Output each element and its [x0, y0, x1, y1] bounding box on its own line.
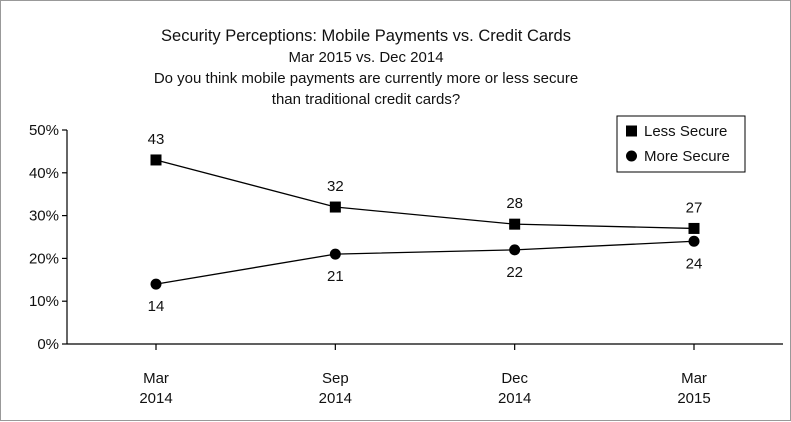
data-point-less-secure	[509, 218, 521, 230]
x-tick-label: Mar	[681, 370, 707, 387]
data-point-more-secure	[329, 248, 341, 260]
legend-label: More Secure	[644, 148, 730, 165]
x-tick-label: 2014	[319, 390, 352, 407]
y-tick-label: 40%	[29, 165, 59, 182]
series-line-0	[155, 159, 695, 230]
data-label-less-secure: 28	[506, 195, 523, 212]
x-tick-label: Mar	[143, 370, 169, 387]
y-tick-label: 10%	[29, 293, 59, 310]
chart-titles: Security Perceptions: Mobile Payments vs…	[1, 25, 731, 110]
data-point-less-secure	[150, 154, 162, 166]
y-tick-label: 0%	[37, 336, 59, 353]
data-point-less-secure	[688, 222, 700, 234]
data-label-less-secure: 27	[686, 199, 703, 216]
legend-label: Less Secure	[644, 123, 727, 140]
data-label-more-secure: 14	[148, 298, 165, 315]
legend-box	[616, 115, 746, 173]
series-line-1	[155, 240, 695, 285]
data-label-more-secure: 21	[327, 268, 344, 285]
data-point-less-secure	[329, 201, 341, 213]
chart-question-line-1: Do you think mobile payments are current…	[153, 70, 579, 87]
data-label-more-secure: 22	[506, 264, 523, 281]
chart-question-line-2: than traditional credit cards?	[271, 91, 461, 108]
chart-title: Security Perceptions: Mobile Payments vs…	[161, 27, 571, 45]
x-tick-label: 2015	[677, 390, 710, 407]
data-point-more-secure	[509, 244, 521, 256]
y-tick-label: 50%	[29, 122, 59, 139]
data-label-more-secure: 24	[686, 255, 703, 272]
data-point-more-secure	[688, 235, 700, 247]
data-label-less-secure: 43	[148, 131, 165, 148]
x-tick-label: 2014	[498, 390, 531, 407]
x-tick-label: Sep	[322, 370, 349, 387]
x-tick-label: 2014	[139, 390, 172, 407]
y-tick-label: 30%	[29, 208, 59, 225]
chart-subtitle: Mar 2015 vs. Dec 2014	[288, 49, 444, 66]
data-point-more-secure	[150, 278, 162, 290]
y-tick-label: 20%	[29, 250, 59, 267]
data-label-less-secure: 32	[327, 178, 344, 195]
legend-circle-icon	[626, 150, 637, 162]
legend-square-icon	[626, 125, 637, 137]
x-tick-label: Dec	[501, 370, 528, 387]
